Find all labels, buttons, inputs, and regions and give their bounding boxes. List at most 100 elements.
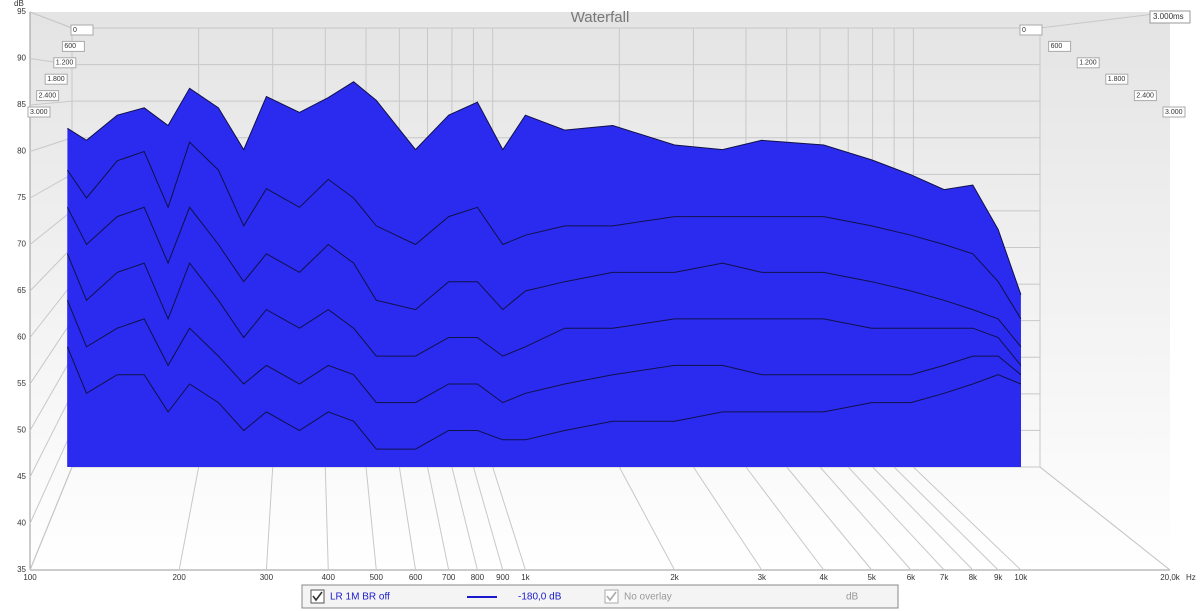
time-tick-box [1019, 24, 1043, 36]
grid-line [618, 466, 676, 571]
x-tick-label: 400 [322, 573, 336, 582]
time-tick-box [70, 24, 94, 36]
grid-line [29, 137, 73, 152]
time-tick-label: 600 [1051, 43, 1063, 50]
time-tick-box [1076, 57, 1100, 69]
footer-unit: dB [846, 592, 859, 603]
time-tick-label: 0 [1022, 27, 1026, 34]
grid-line [492, 466, 526, 571]
grid-line [29, 11, 73, 29]
x-tick-label: 4k [819, 573, 828, 582]
time-end-box [1149, 10, 1191, 24]
y-tick-label: 75 [17, 193, 26, 202]
y-tick-label: 65 [17, 286, 26, 295]
grid-line [29, 393, 73, 478]
overlay[interactable]: No overlay [624, 592, 672, 603]
time-tick-label: 600 [64, 43, 76, 50]
grid-line [324, 466, 329, 571]
footer: LR 1M BR off -180,0 dB No overlay dB [301, 584, 899, 609]
y-tick-label: 85 [17, 100, 26, 109]
time-tick-box [1105, 73, 1129, 85]
grid-line [29, 283, 73, 338]
x-tick-label: 1k [521, 573, 530, 582]
y-tick-label: 40 [17, 519, 26, 528]
grid-line [29, 210, 73, 245]
slice-line [66, 141, 1022, 320]
time-tick-label: 1.800 [1108, 76, 1126, 83]
slice-line [66, 206, 1022, 348]
grid-line [365, 466, 377, 571]
x-tick-label: 3k [758, 573, 767, 582]
x-tick-label: 700 [442, 573, 456, 582]
x-tick-label: 5k [867, 573, 876, 582]
y-unit: dB [14, 0, 24, 8]
x-tick-label: 8k [969, 573, 978, 582]
x-tick-label: 2k [670, 573, 679, 582]
grid-line [29, 247, 73, 292]
time-tick-box [44, 73, 68, 85]
time-tick-label: 0 [73, 27, 77, 34]
x-tick-label: 9k [994, 573, 1003, 582]
y-tick-label: 90 [17, 54, 26, 63]
grid-line [472, 466, 504, 571]
box-edge [1039, 11, 1171, 29]
slice-line [66, 300, 1022, 404]
measurement-name[interactable]: LR 1M BR off [330, 592, 390, 603]
time-tick-box [53, 57, 77, 69]
y-tick-label: 60 [17, 333, 26, 342]
grid-line [692, 466, 763, 571]
time-tick-label: 3.000 [30, 109, 48, 116]
grid-line [29, 357, 73, 431]
grid-line [745, 466, 825, 571]
grid-line [265, 466, 274, 571]
y-tick-label: 50 [17, 426, 26, 435]
grid-line [786, 466, 873, 571]
y-tick-label: 95 [17, 7, 26, 16]
y-tick-label: 35 [17, 565, 26, 574]
time-tick-label: 1.200 [1079, 60, 1097, 67]
grid-line [427, 466, 450, 571]
x-tick-label: 200 [172, 573, 186, 582]
grid-line [178, 466, 200, 571]
x-unit: Hz [1186, 573, 1196, 582]
grid-line [398, 466, 417, 571]
time-tick-label: 1.800 [47, 76, 65, 83]
y-tick-label: 80 [17, 147, 26, 156]
y-tick-label: 70 [17, 240, 26, 249]
x-tick-label: 500 [370, 573, 384, 582]
x-tick-label: 7k [940, 573, 949, 582]
footer-box [301, 584, 899, 609]
x-tick-label: 100 [23, 573, 37, 582]
grid-line [451, 466, 478, 571]
time-tick-box [1133, 90, 1157, 102]
grid-line [893, 466, 999, 571]
slice-area [67, 346, 1021, 467]
grid-line [872, 466, 974, 571]
x-tick-label: 10k [1014, 573, 1028, 582]
x-tick-label: 800 [471, 573, 485, 582]
chart-title: Waterfall [571, 9, 630, 26]
y-tick-label: 45 [17, 472, 26, 481]
time-tick-box [1162, 106, 1186, 118]
grid-line [29, 100, 73, 106]
x-tick-label: 20,0k [1160, 573, 1181, 582]
time-tick-box [1048, 40, 1072, 52]
grid-line [819, 466, 912, 571]
time-tick-label: 3.000 [1165, 109, 1183, 116]
time-end-label: 3.000ms [1153, 12, 1184, 21]
x-tick-label: 600 [409, 573, 423, 582]
time-tick-label: 2.400 [1136, 92, 1154, 99]
grid-line [847, 466, 945, 571]
x-tick-label: 300 [260, 573, 274, 582]
grid-line [29, 320, 73, 385]
grid-line [913, 466, 1022, 571]
time-tick-box [27, 106, 51, 118]
time-tick-box [36, 90, 60, 102]
slice-line [66, 253, 1022, 366]
slice-line [67, 81, 1022, 295]
level: -180,0 dB [518, 592, 562, 603]
y-tick-label: 55 [17, 379, 26, 388]
grid-line [29, 173, 73, 199]
x-tick-label: 6k [907, 573, 916, 582]
